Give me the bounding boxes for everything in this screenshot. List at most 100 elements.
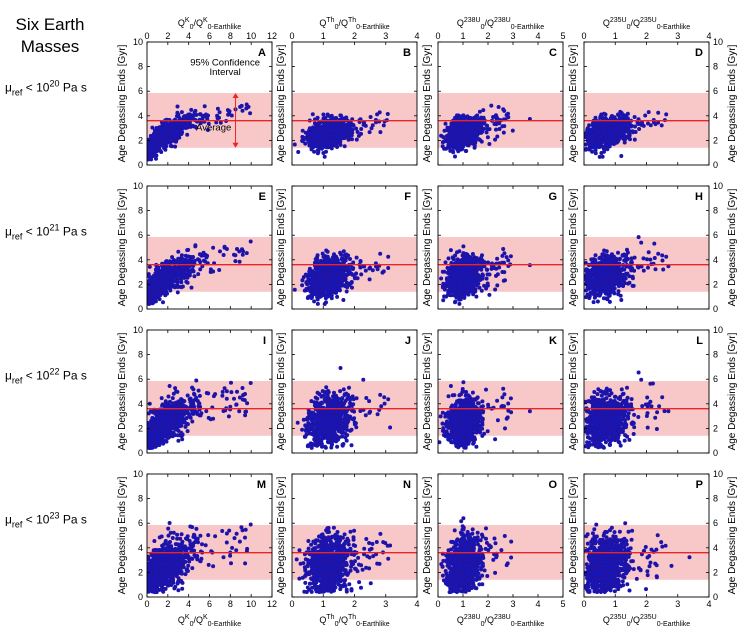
data-point [612,115,617,120]
data-point [315,128,320,133]
data-point [622,137,627,142]
data-point [310,132,315,137]
data-point [593,148,598,153]
data-point [217,267,222,272]
data-point [193,108,198,113]
data-point [443,121,448,126]
data-point [349,122,354,127]
data-point [166,270,171,275]
data-point [343,130,348,135]
data-point [175,279,180,284]
data-point [590,121,595,126]
data-point [329,296,334,301]
data-point [450,140,455,145]
data-point [329,113,334,118]
data-point [493,127,498,132]
data-point [363,268,368,273]
data-point [147,274,152,279]
data-point [189,285,194,290]
data-point [156,128,161,133]
data-point [185,275,190,280]
data-point [315,125,320,130]
data-point [147,145,151,149]
x-tick-label: 12 [267,31,277,41]
data-point [173,134,178,139]
data-point [186,268,191,273]
data-point [147,156,150,161]
data-point [605,128,610,133]
data-point [152,286,157,291]
x-tick-label: 2 [485,31,490,41]
data-point [208,267,213,272]
data-point [604,141,609,146]
data-point [246,104,251,109]
data-point [292,287,297,292]
data-point [185,132,190,137]
x-tick-label: 0 [581,31,586,41]
data-point [606,121,611,126]
data-point [454,142,459,147]
data-point [217,110,222,115]
data-point [510,128,515,133]
data-point [367,130,372,135]
confidence-label: Interval [210,67,241,78]
data-point [235,247,240,252]
data-point [447,145,452,150]
x-axis-label: Q235U0/Q235U0-Earthlike [603,17,690,31]
data-point [506,115,511,120]
y-tick-label: 0 [138,304,143,314]
data-point [303,130,308,135]
y-tick-label: 2 [713,135,718,145]
data-point [656,110,661,115]
data-point [317,139,322,144]
data-point [156,273,161,278]
data-point [237,259,242,264]
data-point [191,259,196,264]
data-point [168,121,173,126]
data-point [185,280,190,285]
data-point [347,132,352,137]
data-point [386,254,391,259]
data-point [198,112,203,117]
data-point [312,149,317,154]
row-label: μref < 1021 Pa s [5,223,87,242]
data-point [179,110,184,115]
data-point [189,107,194,112]
data-point [332,121,337,126]
data-point [475,113,480,118]
data-point [465,138,470,143]
data-point [625,135,630,140]
x-tick-label: 3 [383,31,388,41]
data-point [151,142,156,147]
data-point [334,126,339,131]
y-tick-label: 8 [138,206,143,216]
data-point [166,125,171,130]
data-point [354,271,359,276]
data-point [625,111,630,116]
data-point [152,133,157,138]
data-point [160,123,165,128]
data-point [332,131,337,136]
data-point [303,141,308,146]
y-tick-label: 4 [138,255,143,265]
data-point [193,243,198,248]
data-point [194,125,199,130]
data-point [368,265,373,270]
data-point [240,252,245,257]
data-point [248,111,253,116]
data-point [300,128,305,133]
data-point [157,132,162,137]
y-axis-label: Age Degassing Ends [Gyr] [117,188,128,306]
data-point [375,112,380,117]
data-point [168,260,173,265]
data-point [318,131,323,136]
x-axis-label: QTh0/QTh0-Earthlike [319,17,389,31]
x-tick-label: 3 [675,31,680,41]
data-point [178,256,183,261]
data-point [229,113,234,118]
data-point [296,150,301,155]
data-point [464,130,469,135]
data-point [474,126,479,131]
data-point [481,108,486,113]
